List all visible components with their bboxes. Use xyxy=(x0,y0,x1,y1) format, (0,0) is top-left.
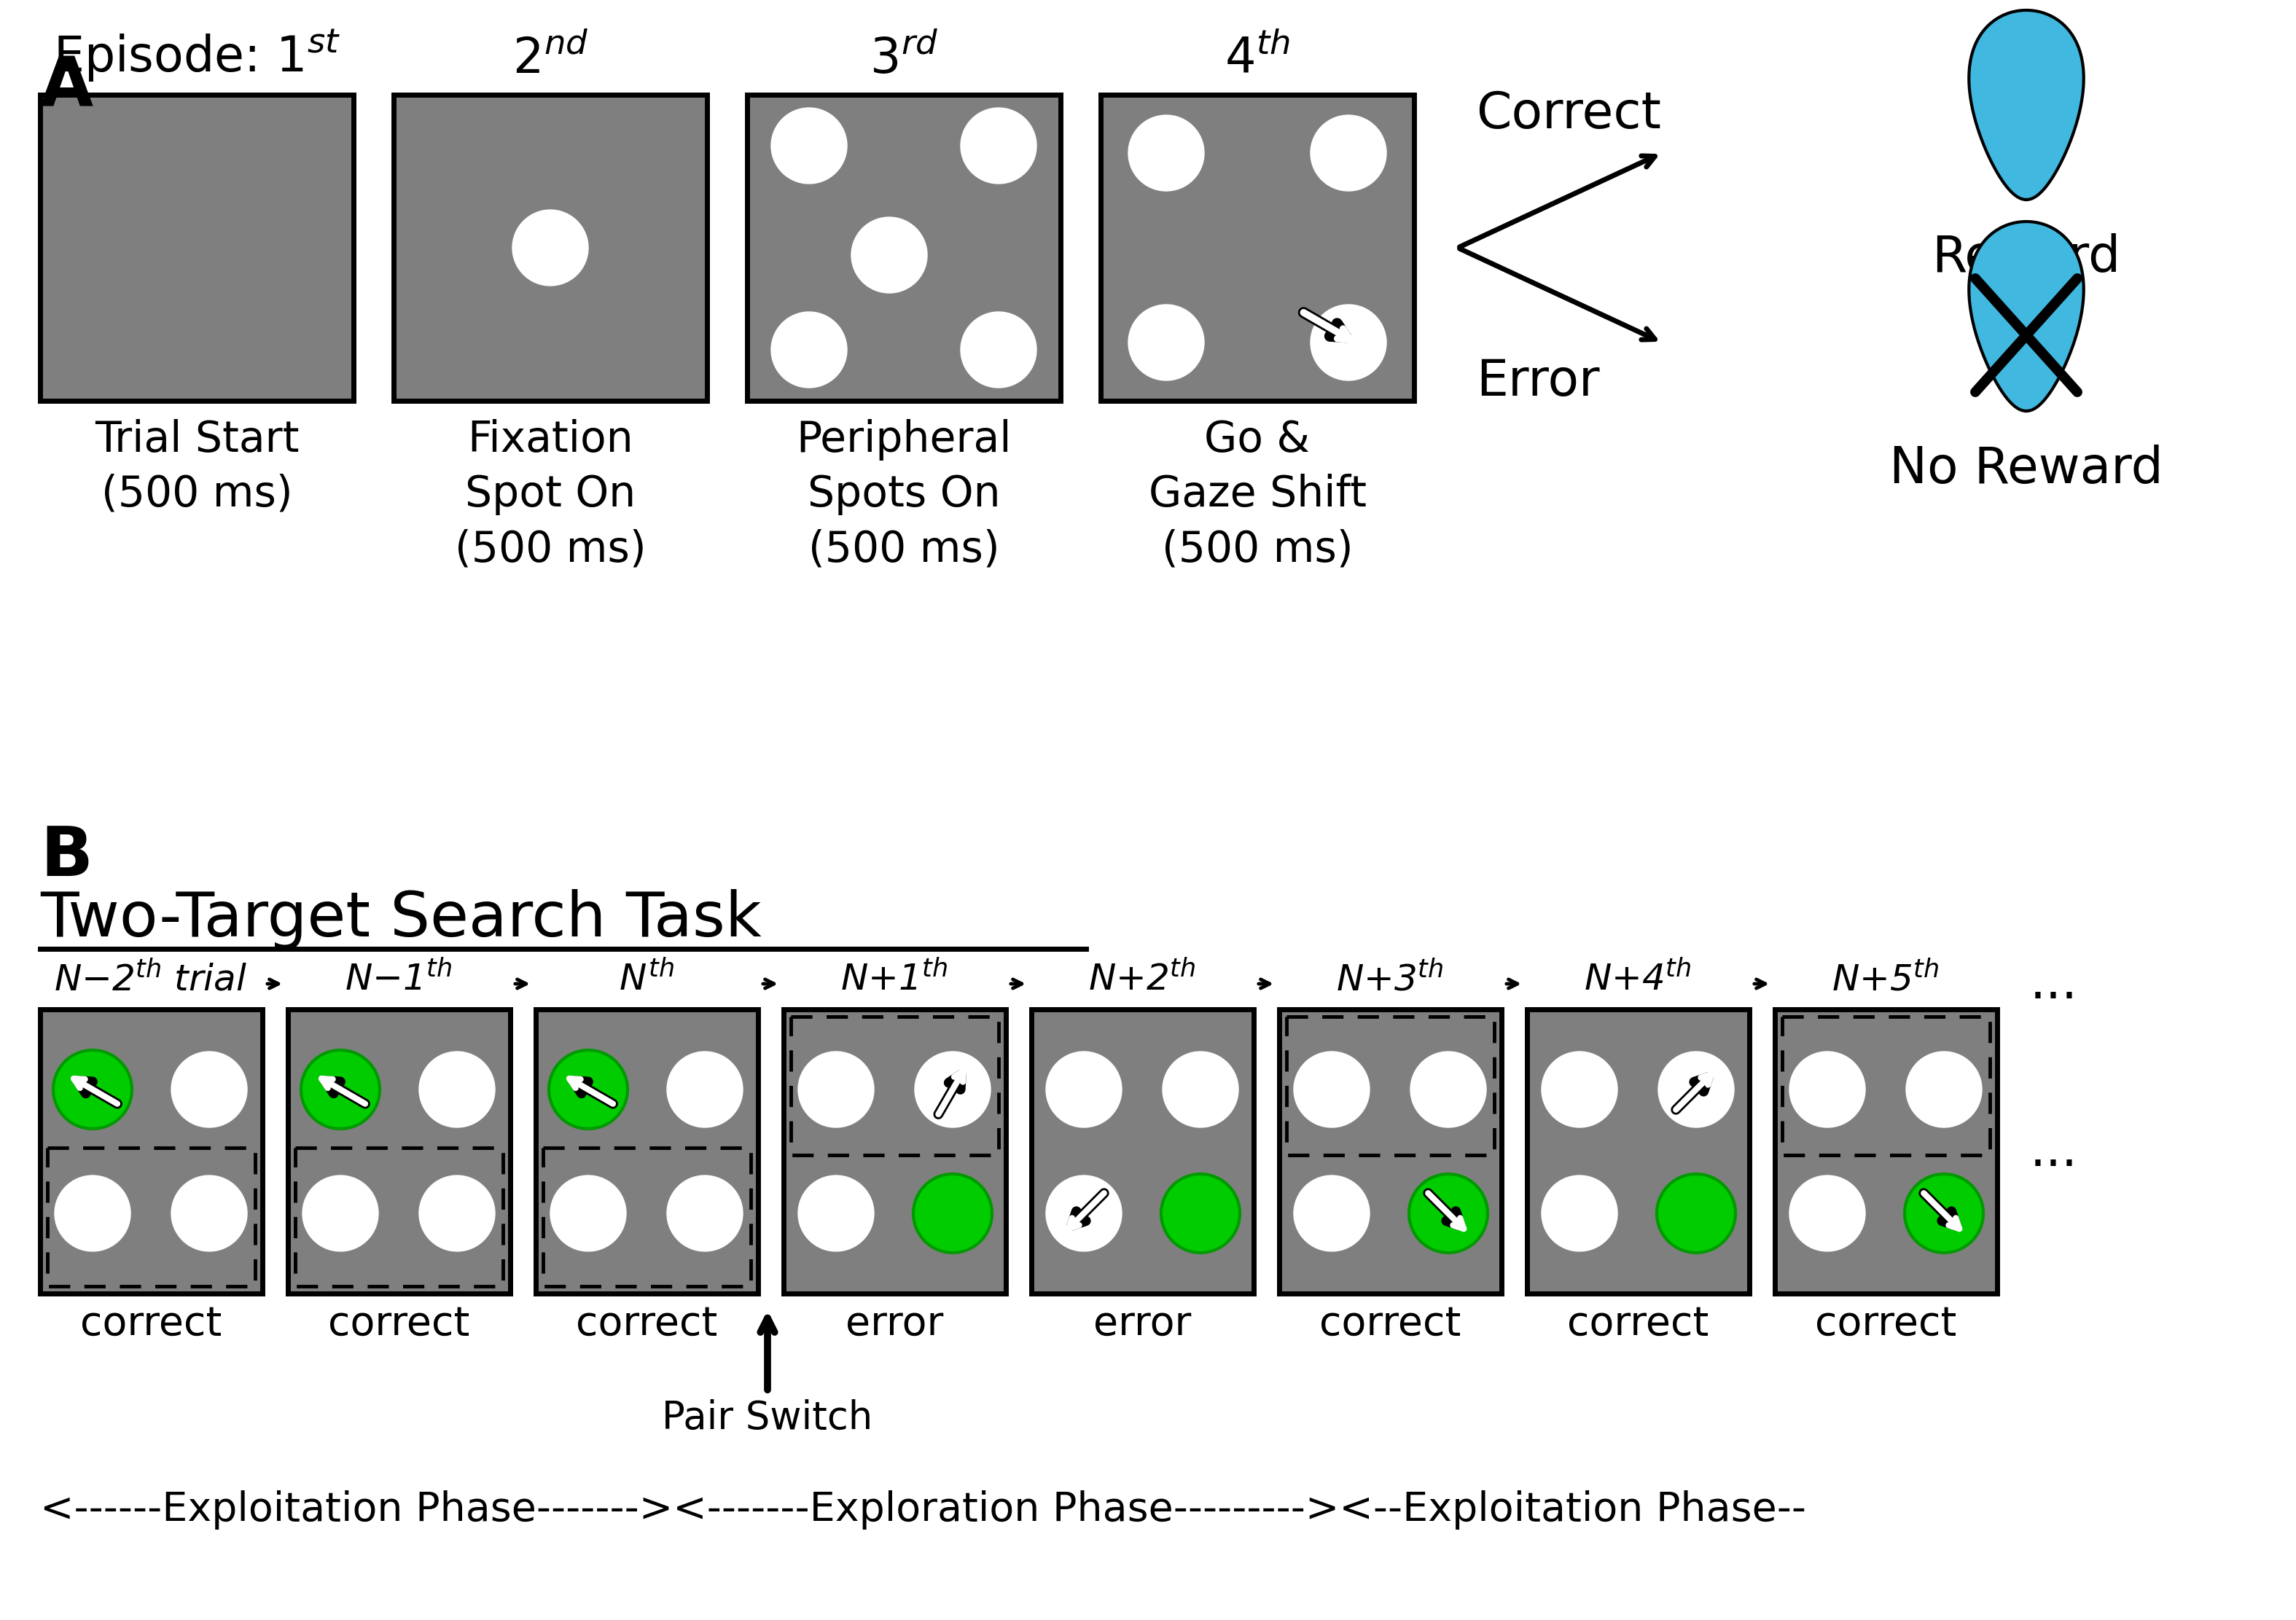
Circle shape xyxy=(1410,1174,1488,1252)
Circle shape xyxy=(1311,115,1387,191)
Text: $N$$+$4$^{th}$: $N$$+$4$^{th}$ xyxy=(1584,962,1692,998)
Text: $N$$+$1$^{th}$: $N$$+$1$^{th}$ xyxy=(840,962,948,998)
Text: B: B xyxy=(39,823,92,891)
Bar xyxy=(1527,1009,1750,1293)
Circle shape xyxy=(1410,1051,1486,1128)
Text: correct: correct xyxy=(328,1304,471,1345)
Bar xyxy=(1782,1017,1991,1155)
Circle shape xyxy=(666,1051,742,1128)
Text: correct: correct xyxy=(576,1304,716,1345)
Text: error: error xyxy=(1093,1304,1192,1345)
Text: ...: ... xyxy=(2030,959,2078,1008)
Circle shape xyxy=(512,211,588,285)
Bar xyxy=(296,1149,503,1286)
Circle shape xyxy=(1127,305,1203,381)
Text: 4$^{th}$: 4$^{th}$ xyxy=(1224,36,1290,84)
Circle shape xyxy=(1162,1051,1238,1128)
Circle shape xyxy=(1789,1176,1864,1251)
Circle shape xyxy=(1541,1051,1616,1128)
Circle shape xyxy=(852,217,928,293)
Text: Pair Switch: Pair Switch xyxy=(661,1400,872,1437)
Text: $N$$+$5$^{th}$: $N$$+$5$^{th}$ xyxy=(1832,962,1940,998)
Bar xyxy=(790,1017,999,1155)
Text: A: A xyxy=(39,55,94,122)
Bar xyxy=(1100,94,1414,400)
Circle shape xyxy=(420,1051,496,1128)
Text: error: error xyxy=(845,1304,944,1345)
Circle shape xyxy=(1789,1051,1864,1128)
Circle shape xyxy=(666,1176,742,1251)
Text: $N^{th}$: $N^{th}$ xyxy=(618,962,675,998)
Text: Fixation
Spot On
(500 ms): Fixation Spot On (500 ms) xyxy=(455,420,645,570)
Text: Episode: 1$^{st}$: Episode: 1$^{st}$ xyxy=(53,28,340,84)
Text: correct: correct xyxy=(1566,1304,1708,1345)
Circle shape xyxy=(1658,1051,1733,1128)
Circle shape xyxy=(799,1051,875,1128)
Bar xyxy=(535,1009,758,1293)
Circle shape xyxy=(303,1176,379,1251)
Text: Two-Target Search Task: Two-Target Search Task xyxy=(39,889,762,949)
Circle shape xyxy=(1293,1176,1371,1251)
Circle shape xyxy=(799,1176,875,1251)
Bar xyxy=(783,1009,1006,1293)
Text: $N$$-$2$^{th}$ trial: $N$$-$2$^{th}$ trial xyxy=(55,962,248,998)
Polygon shape xyxy=(1970,10,2085,199)
Text: $N$$+$3$^{th}$: $N$$+$3$^{th}$ xyxy=(1336,962,1444,998)
Circle shape xyxy=(771,313,847,387)
Bar xyxy=(746,94,1061,400)
Bar xyxy=(48,1149,255,1286)
Bar xyxy=(393,94,707,400)
Text: No Reward: No Reward xyxy=(1890,444,2163,494)
Circle shape xyxy=(1906,1174,1984,1252)
Text: Peripheral
Spots On
(500 ms): Peripheral Spots On (500 ms) xyxy=(797,420,1013,570)
Circle shape xyxy=(301,1050,379,1129)
Circle shape xyxy=(914,1174,992,1252)
Circle shape xyxy=(1162,1174,1240,1252)
Circle shape xyxy=(1047,1051,1123,1128)
Bar xyxy=(544,1149,751,1286)
Circle shape xyxy=(1293,1051,1371,1128)
Circle shape xyxy=(55,1176,131,1251)
Circle shape xyxy=(1658,1174,1736,1252)
Circle shape xyxy=(1047,1176,1123,1251)
Circle shape xyxy=(172,1176,248,1251)
Circle shape xyxy=(1906,1051,1981,1128)
Circle shape xyxy=(549,1050,627,1129)
Text: Reward: Reward xyxy=(1931,233,2122,282)
Text: 3$^{rd}$: 3$^{rd}$ xyxy=(870,34,939,84)
Text: correct: correct xyxy=(80,1304,223,1345)
Polygon shape xyxy=(1970,222,2085,411)
Text: 2$^{nd}$: 2$^{nd}$ xyxy=(512,36,588,84)
Circle shape xyxy=(960,109,1035,183)
Circle shape xyxy=(960,313,1035,387)
Circle shape xyxy=(771,109,847,183)
Circle shape xyxy=(1127,115,1203,191)
Circle shape xyxy=(1311,305,1387,381)
Circle shape xyxy=(551,1176,627,1251)
Text: $N$$-$1$^{th}$: $N$$-$1$^{th}$ xyxy=(344,962,452,998)
Bar xyxy=(39,1009,262,1293)
Bar xyxy=(1279,1009,1502,1293)
Text: correct: correct xyxy=(1320,1304,1460,1345)
Text: <------Exploitation Phase-------><-------Exploration Phase---------><--Exploitat: <------Exploitation Phase-------><------… xyxy=(39,1490,1807,1529)
Text: $N$$+$2$^{th}$: $N$$+$2$^{th}$ xyxy=(1088,962,1196,998)
Bar xyxy=(1031,1009,1254,1293)
Text: Trial Start
(500 ms): Trial Start (500 ms) xyxy=(94,420,298,515)
Circle shape xyxy=(172,1051,248,1128)
Circle shape xyxy=(53,1050,131,1129)
Text: Go &
Gaze Shift
(500 ms): Go & Gaze Shift (500 ms) xyxy=(1148,420,1366,570)
Text: correct: correct xyxy=(1814,1304,1956,1345)
Bar xyxy=(1286,1017,1495,1155)
Bar xyxy=(1775,1009,1998,1293)
Circle shape xyxy=(1541,1176,1616,1251)
Circle shape xyxy=(914,1051,990,1128)
Bar xyxy=(287,1009,510,1293)
Bar xyxy=(39,94,354,400)
Text: Correct: Correct xyxy=(1476,89,1660,138)
Text: ...: ... xyxy=(2030,1128,2078,1176)
Circle shape xyxy=(420,1176,496,1251)
Text: Error: Error xyxy=(1476,356,1600,407)
